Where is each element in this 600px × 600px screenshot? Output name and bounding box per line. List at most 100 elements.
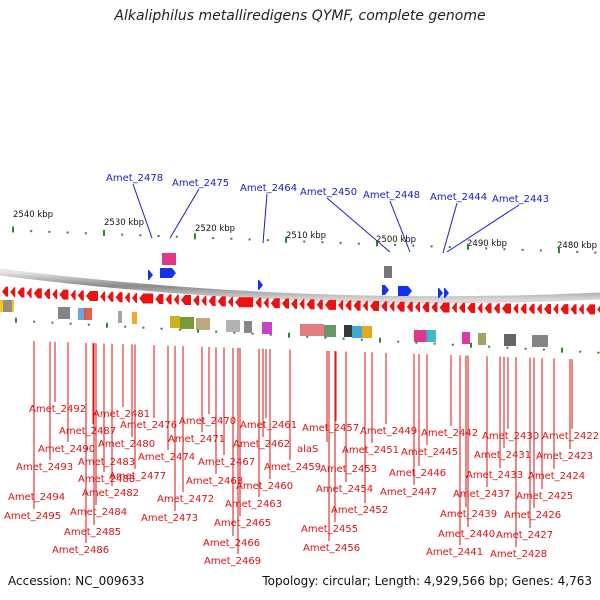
reverse-gene-arrow [513, 303, 519, 314]
reverse-gene-label: Amet_2446 [389, 468, 446, 479]
kbp-scale-label: 2520 kbp [195, 224, 235, 234]
reverse-gene-arrow [362, 300, 368, 311]
reverse-gene-label: Amet_2445 [401, 447, 458, 458]
forward-gene-label: Amet_2443 [492, 194, 549, 205]
reverse-gene-arrow [345, 300, 352, 311]
reverse-gene-label: Amet_2495 [4, 511, 61, 522]
reverse-gene-arrow [270, 298, 280, 309]
gene-feature-block [426, 330, 436, 342]
forward-gene-arrow [258, 280, 263, 290]
reverse-gene-label: Amet_2441 [426, 547, 483, 558]
reverse-gene-label: Amet_2465 [214, 518, 271, 529]
scale-tick [376, 240, 378, 247]
reverse-gene-arrow [235, 297, 254, 308]
reverse-gene-label: Amet_2485 [64, 527, 121, 538]
gene-feature-block [414, 330, 428, 342]
scale-tick [594, 251, 597, 254]
gene-feature-block [118, 311, 122, 323]
reverse-gene-arrow [228, 296, 233, 307]
reverse-gene-label: Amet_2472 [157, 494, 214, 505]
reverse-gene-label: Amet_2447 [380, 487, 437, 498]
lower-tick [451, 343, 454, 346]
reverse-gene-label: Amet_2476 [120, 420, 177, 431]
forward-label-leader [262, 193, 268, 244]
scale-tick [230, 237, 233, 240]
reverse-gene-arrow [578, 304, 584, 315]
reverse-gene-label: Amet_2423 [536, 451, 593, 462]
scale-tick [248, 238, 251, 241]
reverse-gene-label: Amet_2471 [168, 434, 225, 445]
reverse-gene-arrow [181, 295, 191, 306]
gene-feature-block [478, 333, 486, 345]
scale-tick [558, 247, 560, 254]
reverse-gene-arrow [217, 296, 226, 307]
gene-feature-block [324, 325, 336, 337]
reverse-gene-arrow [17, 287, 25, 298]
lower-tick [142, 326, 145, 329]
scale-tick [139, 234, 142, 237]
lower-tick [33, 320, 36, 323]
reverse-gene-label: alaS [297, 444, 318, 455]
gene-feature-block [244, 321, 252, 333]
reverse-gene-label: Amet_2488 [78, 474, 135, 485]
forward-gene-arrow [382, 285, 389, 295]
forward-label-leader [446, 204, 520, 253]
reverse-gene-label: Amet_2462 [233, 439, 290, 450]
reverse-gene-arrow [193, 295, 200, 306]
scale-tick [539, 249, 542, 252]
reverse-gene-arrow [107, 291, 114, 302]
forward-gene-arrow [398, 286, 412, 296]
reverse-gene-arrow [201, 295, 207, 306]
lower-tick [433, 342, 436, 345]
reverse-gene-arrow [70, 290, 76, 301]
reverse-gene-label: Amet_2452 [331, 505, 388, 516]
reverse-gene-arrow [389, 301, 395, 312]
reverse-gene-arrow [381, 301, 388, 312]
lower-tick [324, 336, 327, 339]
reverse-gene-arrow [338, 300, 344, 311]
reverse-gene-arrow [26, 287, 32, 298]
gene-feature-block [170, 316, 180, 328]
gene-feature-block [162, 253, 176, 265]
reverse-gene-label: Amet_2467 [198, 457, 255, 468]
forward-gene-label: Amet_2478 [106, 173, 163, 184]
reverse-gene-label: Amet_2494 [8, 492, 65, 503]
reverse-gene-label: Amet_2482 [82, 488, 139, 499]
reverse-gene-label: Amet_2492 [29, 404, 86, 415]
reverse-gene-label: Amet_2455 [301, 524, 358, 535]
gene-feature-block [384, 266, 392, 278]
lower-tick [215, 330, 218, 333]
forward-label-leader [169, 188, 200, 239]
forward-gene-arrow [438, 288, 443, 298]
reverse-gene-label: Amet_2490 [38, 444, 95, 455]
reverse-gene-arrow [2, 286, 8, 297]
scale-tick [66, 231, 69, 234]
lower-tick [233, 331, 236, 334]
reverse-gene-arrow [586, 304, 595, 315]
lower-tick [597, 351, 600, 354]
scale-tick [503, 248, 506, 251]
reverse-gene-arrow [370, 301, 379, 312]
scale-tick [30, 230, 33, 233]
gene-feature-block [84, 308, 92, 320]
genome-backbone [0, 268, 600, 304]
reverse-gene-arrow [86, 291, 98, 302]
reverse-gene-label: Amet_2426 [504, 510, 561, 521]
lower-tick [51, 321, 54, 324]
reverse-gene-arrow [325, 299, 336, 310]
scale-tick [12, 226, 14, 233]
reverse-gene-label: Amet_2427 [496, 530, 553, 541]
gene-feature-block [262, 322, 272, 334]
forward-gene-label: Amet_2475 [172, 178, 229, 189]
reverse-gene-arrow [477, 303, 483, 314]
lower-tick [87, 323, 90, 326]
reverse-gene-label: Amet_2481 [93, 409, 150, 420]
lower-tick [470, 342, 472, 348]
reverse-gene-arrow [431, 302, 438, 313]
reverse-gene-arrow [396, 301, 405, 312]
gene-feature-block [344, 325, 352, 337]
reverse-gene-label: Amet_2493 [16, 462, 73, 473]
kbp-scale-label: 2480 kbp [557, 241, 597, 251]
gene-feature-block [3, 300, 12, 312]
lower-tick [524, 347, 527, 350]
